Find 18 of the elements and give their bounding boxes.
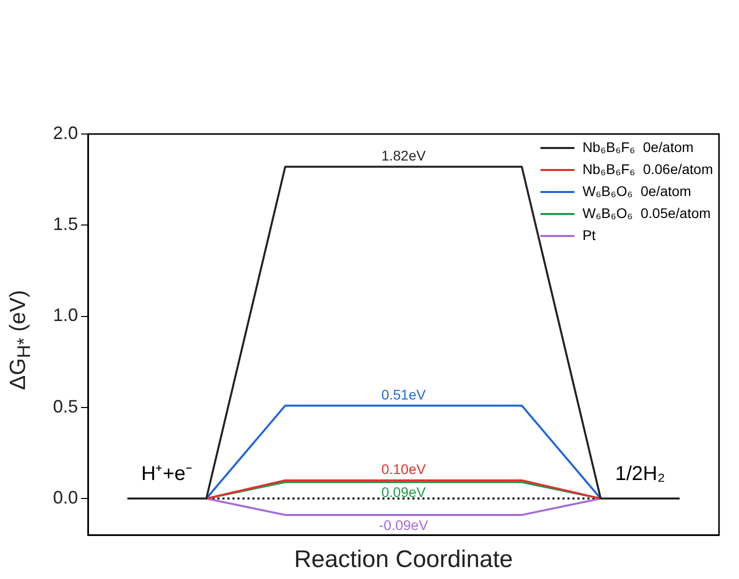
y-tick-label: 2.0 (52, 122, 78, 143)
annotation: 1/2H₂ (615, 463, 666, 486)
annotation: H⁺+e⁻ (141, 463, 193, 486)
y-tick-label: 0.0 (52, 488, 78, 508)
data-label: 1.82eV (381, 148, 426, 164)
y-tick-label: 1.5 (52, 214, 78, 234)
y-tick-label: 1.0 (52, 305, 78, 326)
legend-label: W₆B₆O₆ 0e/atom (582, 182, 692, 199)
x-axis-title: Reaction Coordinate (294, 546, 513, 574)
legend-label: W₆B₆O₆ 0.05e/atom (582, 204, 711, 221)
data-label: 0.09eV (381, 484, 426, 500)
legend-label: Pt (582, 226, 596, 243)
data-label: -0.09eV (378, 516, 429, 533)
legend-label: Nb₆B₆F₆ 0.06e/atom (582, 160, 714, 177)
y-tick-label: 0.5 (52, 396, 78, 416)
data-label: 0.51eV (381, 386, 426, 402)
data-label: 0.10eV (381, 461, 426, 478)
legend-label: Nb₆B₆F₆ 0e/atom (582, 138, 694, 155)
